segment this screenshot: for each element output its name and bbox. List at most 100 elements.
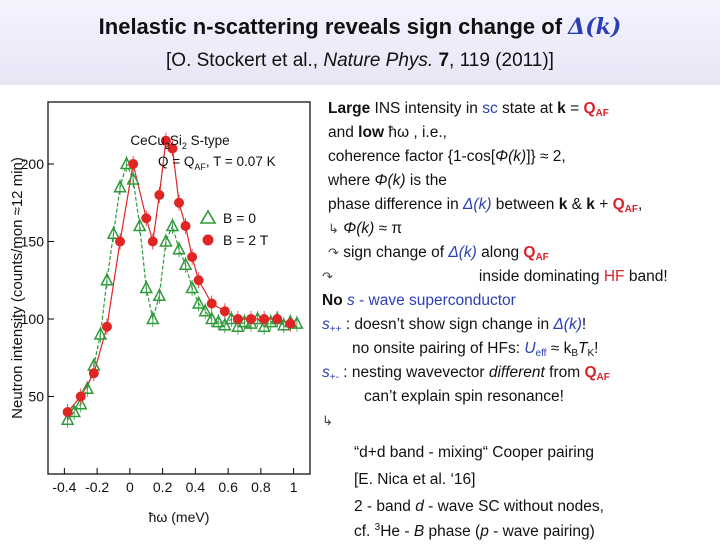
data-point-b2t <box>88 368 99 379</box>
l12-b: from <box>544 364 585 381</box>
data-point-b2t <box>167 143 178 154</box>
l1-c: = <box>565 100 584 117</box>
l17-b: - wave SC without nodes, <box>423 498 604 515</box>
l5-af: AF <box>624 204 638 215</box>
l1-q: Q <box>583 100 596 117</box>
data-point-b2t <box>147 236 158 247</box>
x-tick-label: -0.4 <box>52 479 76 495</box>
text-line-5: phase difference in Δ(k) between k & k +… <box>322 193 720 217</box>
data-point-b0 <box>152 288 167 301</box>
data-point-b2t <box>174 197 184 208</box>
data-point-b2t <box>246 314 257 324</box>
legend-sub-si: 2 <box>182 141 187 151</box>
l7-a: sign change of <box>338 244 449 261</box>
data-point-b0 <box>74 396 88 410</box>
data-point-b0 <box>106 226 121 239</box>
l3-b: ]} ≈ 2, <box>526 148 566 165</box>
explanation-text: Large INS intensity in sc state at k = Q… <box>322 97 720 544</box>
legend-q: Q = Q <box>158 154 194 169</box>
data-point-b2t <box>259 314 270 324</box>
l8-b: band! <box>624 268 668 285</box>
data-point-b2t <box>128 159 139 169</box>
curved-arrow-icon-2: ↷ <box>322 269 333 284</box>
data-point-b2t <box>272 314 283 324</box>
hook-arrow-icon: ↳ <box>328 221 339 236</box>
l7-qaf: QAF <box>523 244 548 263</box>
different-word: different <box>488 364 545 381</box>
legend-b0-label: B = 0 <box>223 210 256 226</box>
data-point-b2t <box>154 190 165 200</box>
data-point-b0 <box>191 295 206 309</box>
l5-b: between <box>491 196 559 213</box>
text-line-3: coherence factor {1-cos[Φ(k)]} ≈ 2, <box>322 145 720 169</box>
l5-qaf: QAF <box>613 196 638 215</box>
l10-pp: ++ <box>329 324 342 335</box>
data-point-b0 <box>185 280 199 294</box>
y-tick-label: 150 <box>21 234 45 250</box>
l7-q: Q <box>523 244 536 261</box>
l12-pm: +- <box>329 372 339 383</box>
text-line-12: s+- : nesting wavevector different from … <box>322 361 720 385</box>
data-point-b0 <box>205 311 219 325</box>
l10-b: ! <box>581 316 587 333</box>
l18-c: - wave pairing) <box>488 523 595 540</box>
sc-word: sc <box>482 100 498 117</box>
data-point-b2t <box>75 391 86 402</box>
text-line-6: ↳ Φ(k) ≈ π <box>322 217 720 241</box>
text-line-16: [E. Nica et al. ‘16] <box>354 471 476 488</box>
l9-s: s <box>346 292 355 309</box>
l4-b: is the <box>405 172 447 189</box>
data-point-b0 <box>113 179 127 193</box>
l1-qaf: QAF <box>583 100 609 119</box>
hook-arrow-icon-2: ↳ <box>322 413 333 428</box>
data-point-b0 <box>146 311 160 325</box>
l12-af: AF <box>596 372 610 383</box>
l11-eff: eff <box>535 348 547 359</box>
text-line-18: cf. 3He - B phase (p - wave pairing) <box>322 520 720 544</box>
data-point-b0 <box>178 257 193 270</box>
x-tick-label: 0.4 <box>186 479 206 495</box>
l11-k: K <box>587 348 595 359</box>
l11-c: ! <box>594 340 599 357</box>
citation-pages: , 119 (2011)] <box>449 50 554 71</box>
title-delta: Δ <box>568 14 586 40</box>
text-line-15: “d+d band - mixing“ Cooper pairing <box>354 444 594 461</box>
l1-af: AF <box>595 108 609 119</box>
y-tick-label: 50 <box>28 389 44 405</box>
data-point-b0 <box>139 280 153 294</box>
data-point-b2t <box>187 252 198 262</box>
x-tick-label: 0.2 <box>153 479 173 495</box>
l18-sup: 3 <box>374 522 381 533</box>
data-point-b0 <box>198 303 212 317</box>
series-line-b2t <box>67 139 291 413</box>
legend-temperature: , T = 0.07 K <box>206 154 276 169</box>
legend-circle-marker <box>202 234 214 246</box>
slide-title: Inelastic n-scattering reveals sign chan… <box>0 14 720 40</box>
text-line-9: No s - wave superconductor <box>322 289 720 313</box>
data-point-b0 <box>80 381 95 394</box>
l17-a: 2 - band <box>354 498 416 515</box>
data-point-b2t <box>180 221 191 231</box>
data-point-b0 <box>132 218 147 232</box>
data-point-b2t <box>101 321 112 332</box>
low-word: low <box>358 124 385 141</box>
l7-delta: Δ(k) <box>448 244 477 261</box>
data-point-b2t <box>160 135 171 146</box>
legend-compound: CeCu2Si2 S-type <box>130 133 229 151</box>
text-line-4: where Φ(k) is the <box>322 169 720 193</box>
text-line-13: can’t explain spin resonance! <box>364 388 564 405</box>
l17-d: d <box>415 498 424 515</box>
l6-b: ≈ π <box>374 220 403 237</box>
l12-qaf: QAF <box>584 364 610 383</box>
l3-a: coherence factor {1-cos[ <box>328 148 496 165</box>
x-tick-label: -0.2 <box>85 479 109 495</box>
l4-a: where <box>328 172 375 189</box>
data-point-b2t <box>285 318 296 329</box>
data-point-b2t <box>141 213 152 224</box>
data-point-b0 <box>165 218 180 232</box>
data-point-b0 <box>159 233 173 247</box>
title-bar: Inelastic n-scattering reveals sign chan… <box>0 0 720 85</box>
data-point-b0 <box>100 272 114 286</box>
data-point-b0 <box>126 171 140 185</box>
l2-a: and <box>328 124 359 141</box>
